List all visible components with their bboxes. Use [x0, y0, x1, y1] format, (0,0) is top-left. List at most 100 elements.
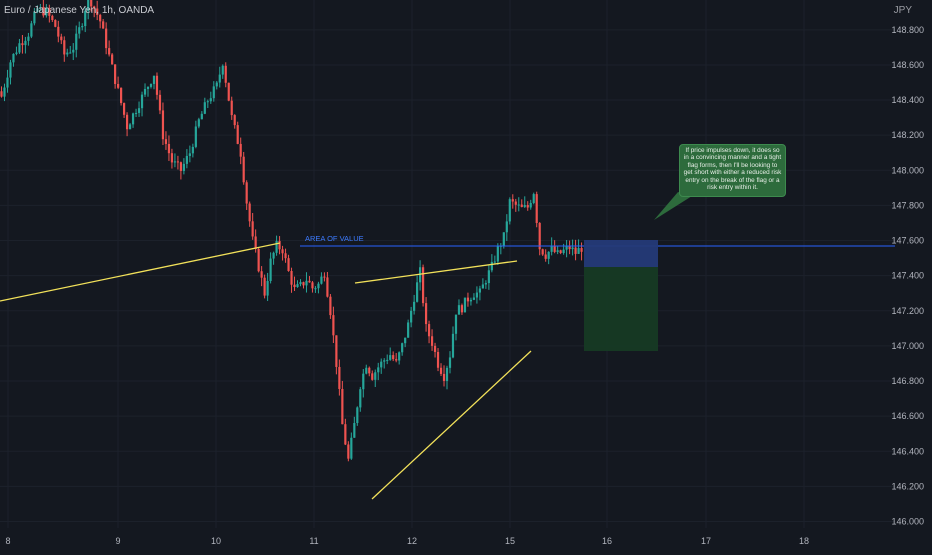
candle-down — [323, 276, 326, 278]
candle-up — [505, 221, 508, 233]
candle-down — [341, 388, 344, 425]
candle-up — [9, 62, 12, 78]
candle-up — [383, 360, 386, 362]
candle-down — [427, 324, 431, 337]
currency-label: JPY — [893, 5, 912, 16]
candle-down — [436, 351, 440, 368]
note-bubble-pointer — [654, 192, 692, 220]
y-tick-label: 147.800 — [891, 200, 924, 210]
candle-up — [134, 112, 138, 114]
candle-up — [206, 101, 209, 103]
candle-up — [18, 43, 21, 53]
candle-down — [42, 7, 45, 16]
candle-up — [472, 297, 476, 300]
candle-up — [374, 372, 377, 380]
y-tick-label: 147.200 — [891, 306, 924, 316]
candle-down — [230, 100, 233, 116]
candle-down — [284, 253, 287, 259]
candle-up — [410, 310, 413, 323]
candle-down — [392, 355, 395, 360]
candle-down — [170, 153, 174, 163]
note-bubble[interactable]: If price impulses down, it does so in a … — [679, 144, 786, 197]
candle-up — [200, 113, 203, 120]
candle-down — [335, 335, 338, 367]
candle-down — [526, 205, 529, 208]
flag-lower-trendline[interactable] — [371, 350, 532, 500]
candle-down — [125, 114, 129, 130]
candle-down — [290, 270, 293, 285]
candle-down — [538, 222, 541, 250]
candle-up — [365, 367, 368, 374]
candle-up — [490, 261, 493, 271]
x-tick-label: 15 — [505, 536, 515, 546]
candle-up — [350, 437, 353, 459]
candle-up — [299, 282, 302, 285]
y-tick-label: 146.200 — [891, 481, 924, 491]
candle-down — [287, 258, 290, 271]
candle-down — [368, 367, 371, 374]
candle-down — [421, 267, 425, 304]
candle-down — [102, 21, 105, 29]
y-tick-label: 146.000 — [891, 517, 924, 527]
candle-up — [475, 292, 479, 298]
symbol-title[interactable]: Euro / Japanese Yen, 1h, OANDA — [4, 5, 155, 16]
candle-up — [550, 245, 553, 252]
candle-down — [233, 115, 236, 126]
candle-up — [314, 288, 317, 290]
x-tick-label: 9 — [115, 536, 120, 546]
time-axis: 8 9 10 11 12 15 16 17 18 — [5, 536, 809, 546]
candle-up — [407, 322, 410, 338]
take-profit-zone[interactable] — [584, 267, 658, 351]
candle-up — [137, 108, 141, 113]
candle-down — [263, 277, 266, 296]
candle-up — [12, 53, 15, 63]
candle-down — [254, 236, 257, 250]
candle-up — [209, 98, 212, 102]
candle-down — [439, 367, 443, 374]
candle-down — [278, 240, 281, 250]
candle-down — [302, 282, 305, 286]
candle-down — [466, 297, 470, 302]
candle-down — [293, 284, 296, 288]
stop-loss-zone[interactable] — [584, 240, 658, 267]
candle-up — [36, 8, 39, 12]
candle-down — [122, 103, 126, 115]
candle-down — [114, 64, 117, 84]
candle-up — [359, 389, 362, 408]
candle-down — [541, 249, 544, 255]
candle-up — [275, 240, 278, 253]
candle-down — [308, 280, 311, 283]
candle-up — [152, 75, 156, 84]
candle-down — [347, 444, 350, 459]
x-tick-label: 11 — [309, 536, 318, 546]
trendline-left[interactable] — [0, 242, 281, 302]
candle-up — [197, 119, 200, 127]
candle-down — [248, 203, 251, 222]
flag-upper-trendline[interactable] — [354, 260, 518, 284]
candle-up — [269, 258, 272, 282]
candle-up — [69, 52, 72, 54]
candle-down — [257, 249, 260, 272]
candle-down — [326, 277, 329, 297]
candle-up — [565, 246, 568, 250]
candle-up — [317, 283, 320, 289]
candle-up — [404, 337, 407, 344]
x-tick-label: 16 — [602, 536, 612, 546]
candle-down — [176, 161, 180, 163]
candle-down — [158, 94, 162, 111]
candle-up — [481, 284, 484, 289]
candlestick-series — [0, 0, 583, 462]
candle-up — [487, 270, 490, 284]
candle-up — [143, 88, 147, 95]
candle-down — [430, 336, 434, 346]
candle-up — [556, 250, 559, 252]
candle-up — [571, 247, 574, 250]
candle-down — [520, 204, 523, 207]
candle-up — [266, 281, 269, 296]
candle-down — [63, 40, 66, 55]
candle-down — [164, 139, 168, 144]
y-tick-label: 146.400 — [891, 446, 924, 456]
candle-up — [203, 102, 206, 114]
